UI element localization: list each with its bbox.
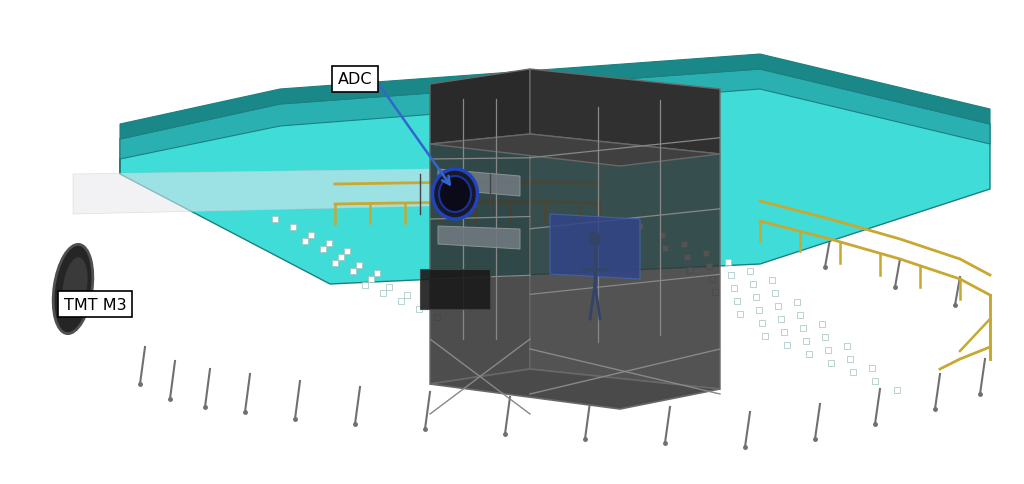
Polygon shape: [530, 70, 720, 155]
Polygon shape: [73, 170, 430, 214]
Polygon shape: [438, 170, 520, 197]
Text: ADC: ADC: [338, 72, 373, 87]
Polygon shape: [120, 70, 990, 175]
Polygon shape: [530, 135, 720, 389]
Text: TMT M3: TMT M3: [63, 297, 126, 312]
Ellipse shape: [432, 170, 477, 220]
Polygon shape: [120, 55, 990, 140]
Polygon shape: [430, 70, 530, 145]
Ellipse shape: [439, 177, 471, 212]
Ellipse shape: [589, 232, 601, 247]
Polygon shape: [438, 227, 520, 249]
Polygon shape: [430, 135, 530, 384]
Ellipse shape: [62, 257, 88, 317]
Polygon shape: [430, 369, 720, 409]
Polygon shape: [420, 270, 490, 309]
Ellipse shape: [53, 245, 93, 334]
Polygon shape: [550, 214, 640, 279]
Polygon shape: [120, 70, 990, 285]
Polygon shape: [430, 135, 720, 166]
